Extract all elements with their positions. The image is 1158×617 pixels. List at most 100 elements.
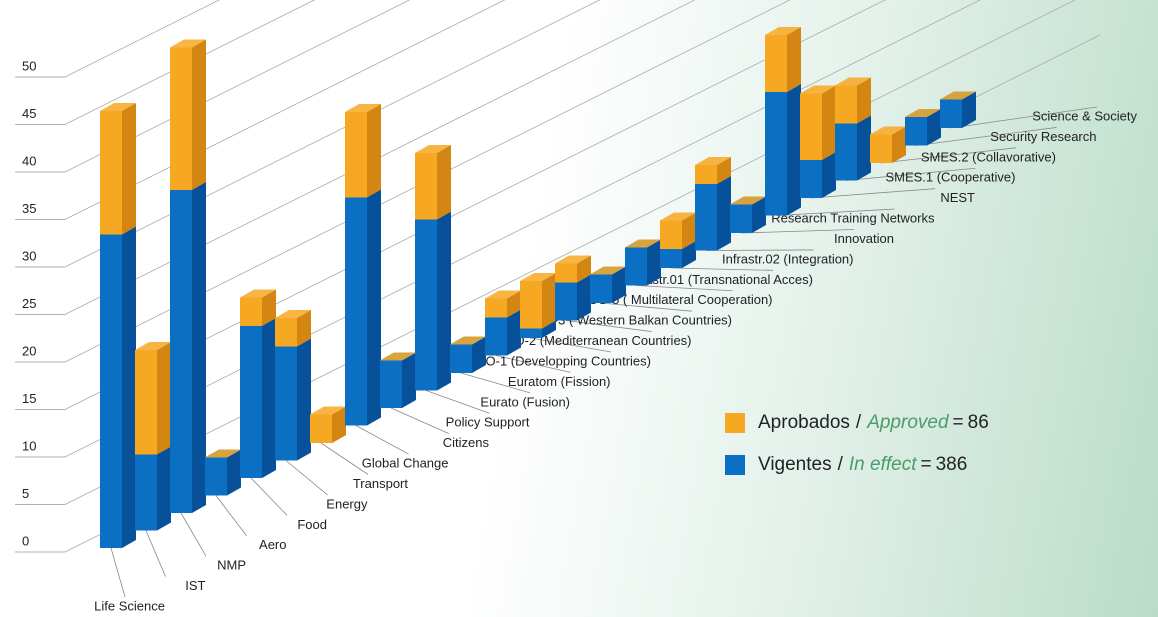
bar-front bbox=[415, 153, 437, 220]
category-label: IST bbox=[185, 578, 205, 593]
category-label: Euratom (Fission) bbox=[508, 374, 611, 389]
leader-line bbox=[286, 461, 328, 495]
bar-front bbox=[275, 347, 297, 461]
bar-side bbox=[787, 84, 801, 216]
bar-side bbox=[227, 450, 241, 496]
bar-front bbox=[100, 111, 122, 235]
bar-segment bbox=[275, 310, 311, 347]
bar-segment bbox=[520, 273, 556, 329]
bar-front bbox=[170, 48, 192, 191]
category-label: SMES.2 (Collavorative) bbox=[921, 149, 1056, 164]
bar-side bbox=[857, 78, 871, 124]
bar-front bbox=[275, 318, 297, 347]
leader-line bbox=[146, 531, 166, 577]
y-tick-label: 15 bbox=[22, 391, 36, 406]
bar-front bbox=[100, 235, 122, 549]
bar-side bbox=[157, 342, 171, 455]
bar-front bbox=[590, 275, 612, 304]
legend-text: / bbox=[838, 454, 844, 475]
legend-text: = bbox=[953, 412, 964, 433]
legend-text: 86 bbox=[968, 412, 989, 433]
bar-front bbox=[205, 458, 227, 496]
bar-front bbox=[310, 415, 332, 444]
category-label: Transport bbox=[353, 476, 409, 491]
page: 05101520253035404550Life ScienceISTNMPAe… bbox=[0, 0, 1158, 617]
y-tick-label: 25 bbox=[22, 296, 36, 311]
legend-text: Aprobados bbox=[758, 412, 850, 433]
legend-text: In effect bbox=[849, 454, 917, 475]
bar-side bbox=[787, 27, 801, 92]
bar-segment bbox=[135, 447, 171, 531]
bar-front bbox=[800, 160, 822, 198]
bar-front bbox=[135, 455, 157, 531]
category-label: Eurato (Fusion) bbox=[480, 394, 570, 409]
bar-front bbox=[835, 86, 857, 124]
category-label: Energy bbox=[326, 496, 368, 511]
bar-segment bbox=[695, 176, 731, 251]
category-label: Innovation bbox=[834, 231, 894, 246]
bar-front bbox=[660, 221, 682, 250]
bar-segment bbox=[310, 407, 346, 444]
bar-front bbox=[135, 350, 157, 455]
leader-line bbox=[111, 548, 125, 597]
bar-front bbox=[485, 318, 507, 356]
bar-segment bbox=[415, 212, 451, 391]
grid-line bbox=[65, 0, 1100, 267]
y-tick-label: 5 bbox=[22, 486, 29, 501]
y-tick-label: 0 bbox=[22, 533, 29, 548]
bar-front bbox=[485, 299, 507, 318]
category-label: NMP bbox=[217, 558, 246, 573]
bar-front bbox=[345, 112, 367, 198]
category-label: Infrastr.02 (Integration) bbox=[722, 251, 854, 266]
legend-text: Vigentes bbox=[758, 454, 832, 475]
bar-segment bbox=[100, 227, 136, 549]
bar-front bbox=[345, 198, 367, 426]
y-tick-label: 20 bbox=[22, 343, 36, 358]
legend-text: Approved bbox=[866, 412, 950, 433]
bar-front bbox=[555, 283, 577, 321]
category-label: Aero bbox=[259, 537, 286, 552]
y-tick-label: 45 bbox=[22, 106, 36, 121]
bar-side bbox=[437, 212, 451, 391]
bar-segment bbox=[660, 213, 696, 250]
y-tick-label: 10 bbox=[22, 438, 36, 453]
legend-swatch bbox=[725, 413, 745, 433]
bar-front bbox=[520, 281, 542, 329]
bar-front bbox=[800, 94, 822, 161]
bar-segment bbox=[345, 104, 381, 198]
bar-segment bbox=[870, 127, 906, 164]
category-label: INCO-1 (Developping Countries) bbox=[463, 353, 651, 368]
category-label: NEST bbox=[940, 190, 975, 205]
bar-segment bbox=[275, 339, 311, 461]
legend-text: 386 bbox=[936, 454, 968, 475]
leader-line bbox=[391, 408, 449, 434]
bar-front bbox=[835, 124, 857, 181]
bar-front bbox=[765, 35, 787, 92]
y-tick-label: 40 bbox=[22, 153, 36, 168]
category-label: Policy Support bbox=[446, 415, 530, 430]
bar-side bbox=[822, 86, 836, 161]
bar-front bbox=[240, 298, 262, 327]
bar-segment bbox=[800, 86, 836, 161]
chart: 05101520253035404550Life ScienceISTNMPAe… bbox=[0, 0, 1158, 617]
bar-side bbox=[822, 152, 836, 198]
y-tick-label: 30 bbox=[22, 248, 36, 263]
leader-line bbox=[356, 426, 409, 455]
legend-label: Vigentes/In effect=386 bbox=[758, 454, 967, 475]
bar-side bbox=[192, 182, 206, 513]
bar-side bbox=[542, 273, 556, 329]
bar-front bbox=[660, 249, 682, 268]
bar-side bbox=[262, 318, 276, 478]
bar-segment bbox=[135, 342, 171, 455]
bar-segment bbox=[835, 78, 871, 124]
bar-side bbox=[647, 240, 661, 286]
bar-segment bbox=[170, 40, 206, 191]
bar-front bbox=[450, 345, 472, 374]
bar-side bbox=[122, 103, 136, 235]
bar-side bbox=[367, 190, 381, 426]
bar-front bbox=[415, 220, 437, 391]
legend-swatch bbox=[725, 455, 745, 475]
bar-front bbox=[625, 248, 647, 286]
bar-side bbox=[157, 447, 171, 531]
bar-front bbox=[520, 329, 542, 339]
